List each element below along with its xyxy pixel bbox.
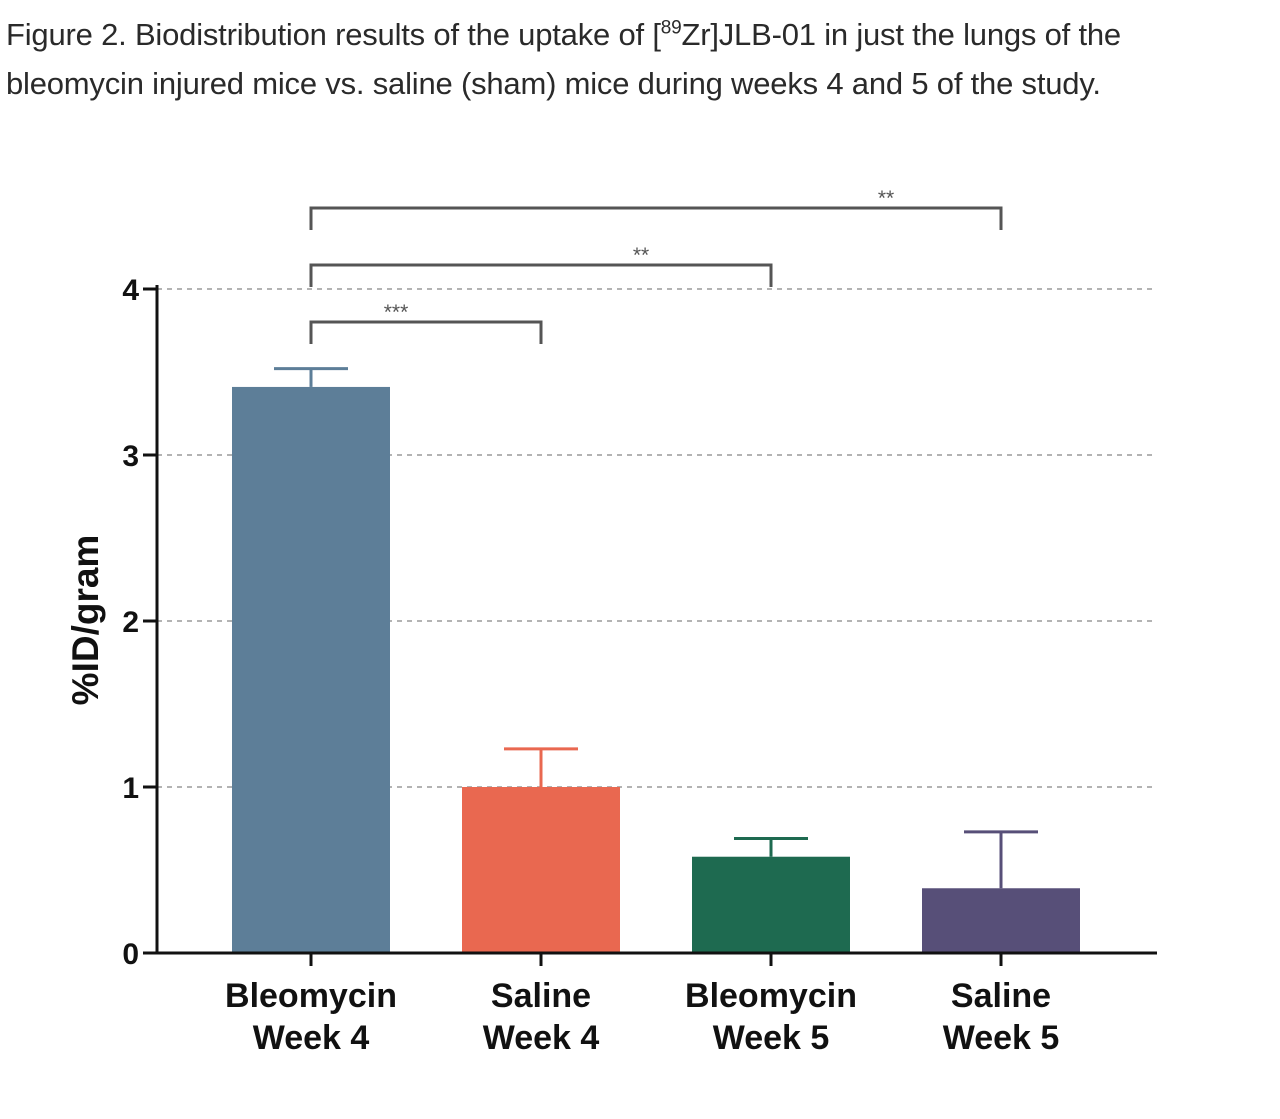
x-tick-label-1-line-1: Week 4 xyxy=(483,1019,600,1057)
gridlines xyxy=(157,288,1157,788)
bar-1 xyxy=(462,787,620,953)
x-tick-label-0-line-1: Week 4 xyxy=(253,1019,370,1057)
caption-suffix: Zr]JLB-01 in just the lungs of the bleom… xyxy=(6,17,1121,101)
x-tick-label-3: Saline Week 5 xyxy=(943,977,1060,1057)
significance-brackets: ******* xyxy=(309,187,1003,344)
y-tick-label-1: 1 xyxy=(122,772,139,805)
x-tick-label-0: Bleomycin Week 4 xyxy=(225,977,397,1057)
x-tick-label-3-line-0: Saline xyxy=(951,977,1051,1015)
caption-prefix: Figure 2. Biodistribution results of the… xyxy=(6,17,661,52)
y-tick-label-4: 4 xyxy=(122,274,139,307)
bar-0 xyxy=(232,386,390,953)
y-tick-label-3: 3 xyxy=(122,440,139,473)
x-tick-label-3-line-1: Week 5 xyxy=(943,1019,1060,1057)
x-tick-label-2: Bleomycin Week 5 xyxy=(685,977,857,1057)
bar-2 xyxy=(692,856,850,953)
x-tick-label-1-line-0: Saline xyxy=(491,977,591,1015)
significance-label-0: *** xyxy=(384,301,409,324)
y-axis-label: %ID/gram xyxy=(65,535,106,706)
significance-bracket-2 xyxy=(309,206,1003,230)
x-tick-label-0-line-0: Bleomycin xyxy=(225,977,397,1015)
significance-bracket-0 xyxy=(309,320,543,344)
bars xyxy=(232,367,1080,953)
significance-bracket-1 xyxy=(309,263,773,287)
significance-label-1: ** xyxy=(633,244,649,267)
y-tick-label-2: 2 xyxy=(122,606,139,639)
figure-caption: Figure 2. Biodistribution results of the… xyxy=(6,10,1236,108)
caption-superscript: 89 xyxy=(660,17,682,39)
significance-label-2: ** xyxy=(878,187,894,210)
x-tick-label-2-line-0: Bleomycin xyxy=(685,977,857,1015)
x-tick-label-2-line-1: Week 5 xyxy=(713,1019,830,1057)
bar-3 xyxy=(922,888,1080,953)
x-tick-label-1: Saline Week 4 xyxy=(483,977,600,1057)
y-tick-label-0: 0 xyxy=(122,938,139,971)
